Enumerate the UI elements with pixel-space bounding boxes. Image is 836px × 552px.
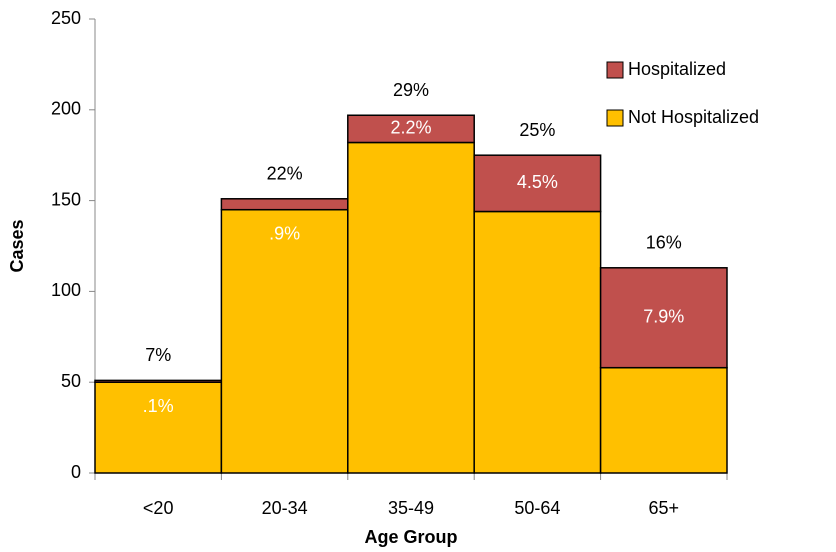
bar-segment xyxy=(94,379,223,383)
y-tick-label: 50 xyxy=(61,371,81,391)
y-axis-title: Cases xyxy=(7,219,27,272)
bar-segment xyxy=(347,114,475,144)
segment-label: 4.5% xyxy=(517,172,558,192)
segment-label: 7.9% xyxy=(643,306,684,326)
y-tick-label: 250 xyxy=(51,8,81,28)
segment-label: .1% xyxy=(143,396,174,416)
bar-segment xyxy=(599,267,728,369)
x-tick-label: 20-34 xyxy=(262,498,308,518)
legend-label: Not Hospitalized xyxy=(628,107,759,127)
legend-swatch xyxy=(606,61,624,79)
total-label: 22% xyxy=(267,164,303,184)
legend-swatch xyxy=(606,109,624,127)
bar-segment xyxy=(220,198,349,211)
x-axis-title: Age Group xyxy=(365,527,458,547)
segment-label: .9% xyxy=(269,223,300,243)
y-tick-label: 0 xyxy=(71,462,81,482)
segment-label: 2.2% xyxy=(390,118,431,138)
bar-segment xyxy=(220,208,349,474)
x-tick-label: <20 xyxy=(143,498,174,518)
y-tick-label: 200 xyxy=(51,99,81,119)
total-label: 25% xyxy=(519,120,555,140)
total-label: 16% xyxy=(646,233,682,253)
x-tick-label: 50-64 xyxy=(514,498,560,518)
legend-label: Hospitalized xyxy=(628,59,726,79)
bar-segment xyxy=(473,210,602,474)
total-label: 7% xyxy=(145,345,171,365)
bar-segment xyxy=(473,154,602,213)
y-tick-label: 100 xyxy=(51,280,81,300)
total-label: 29% xyxy=(393,80,429,100)
bar-segment xyxy=(347,141,475,474)
x-tick-label: 65+ xyxy=(649,498,680,518)
x-tick-label: 35-49 xyxy=(388,498,434,518)
bar-segment xyxy=(599,366,728,474)
y-tick-label: 150 xyxy=(51,189,81,209)
